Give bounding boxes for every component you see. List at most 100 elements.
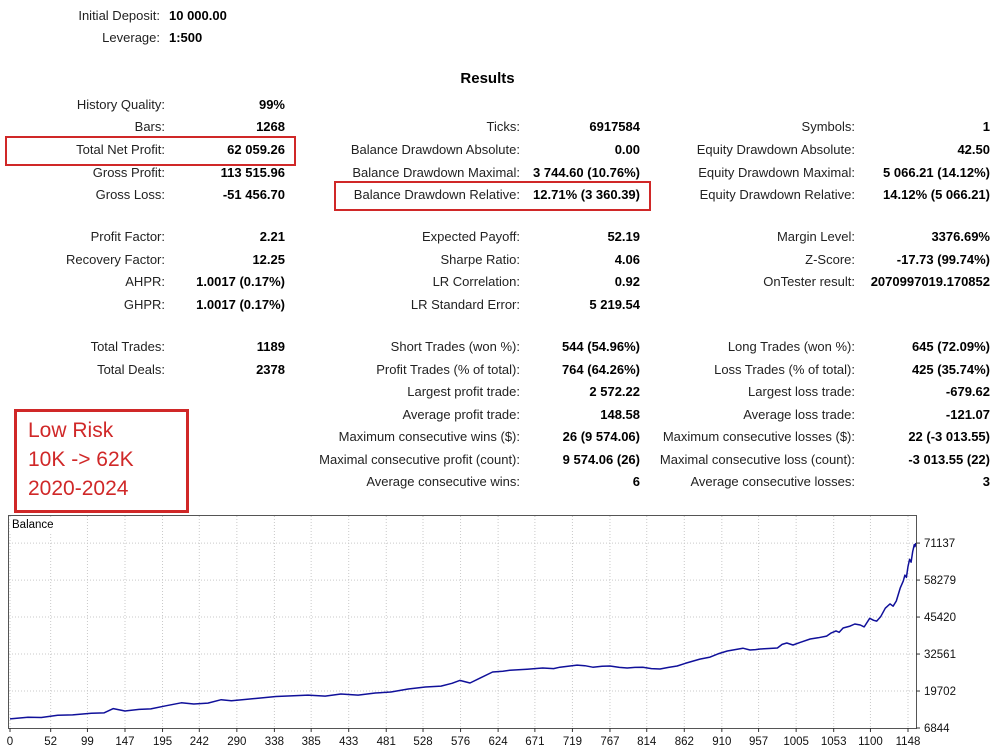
stat-value: 3 744.60 (10.76%) bbox=[533, 164, 640, 180]
y-tick-label: 19702 bbox=[924, 686, 956, 698]
stat-value: 1268 bbox=[256, 119, 285, 135]
stat-label: Average consecutive wins: bbox=[366, 474, 520, 490]
stat-value: 6917584 bbox=[589, 119, 640, 135]
x-tick-label: 99 bbox=[81, 736, 94, 748]
x-tick-label: 481 bbox=[377, 736, 396, 748]
stat-label: Balance Drawdown Absolute: bbox=[350, 141, 520, 157]
stat-value: -679.62 bbox=[945, 384, 990, 400]
stat-value: 6 bbox=[632, 474, 640, 490]
stat-value: 0.00 bbox=[614, 141, 640, 157]
x-tick-label: 671 bbox=[525, 736, 544, 748]
stat-row: AHPR: 1.0017 (0.17%) LR Correlation: 0.92 On… bbox=[0, 271, 990, 294]
stat-value: -121.07 bbox=[945, 406, 990, 422]
x-tick-label: 338 bbox=[265, 736, 284, 748]
x-tick-label: 624 bbox=[489, 736, 509, 748]
stat-row: Bars: 1268 Ticks: 6917584 Symbols: 1 bbox=[0, 116, 990, 139]
stat-value: 645 (72.09%) bbox=[911, 338, 990, 354]
y-tick-label: 71137 bbox=[924, 538, 955, 550]
leverage-label: Leverage: bbox=[102, 29, 160, 45]
stat-value: 148.58 bbox=[600, 406, 640, 422]
stat-value: 764 (64.26%) bbox=[561, 361, 640, 377]
x-tick-label: 528 bbox=[413, 736, 432, 748]
results-stats-grid: History Quality: 99% Bars: 1268 Ticks: 691758… bbox=[0, 93, 990, 493]
x-tick-label: 1148 bbox=[896, 736, 921, 748]
stat-value: 2 572.22 bbox=[589, 384, 640, 400]
stat-label: Balance Drawdown Maximal: bbox=[352, 164, 520, 180]
stat-value: 3376.69% bbox=[931, 229, 990, 245]
x-tick-label: 719 bbox=[563, 736, 582, 748]
x-tick-label: 1100 bbox=[858, 736, 883, 748]
stat-label: Margin Level: bbox=[776, 229, 855, 245]
stat-row: Gross Profit: 113 515.96 Balance Drawdown … bbox=[0, 161, 990, 184]
stat-label: Long Trades (won %): bbox=[727, 338, 855, 354]
stat-row: Total Net Profit: 62 059.26 Balance Drawdo… bbox=[0, 138, 990, 161]
initial-deposit-value: 10 000.00 bbox=[169, 7, 227, 23]
stat-value: 1189 bbox=[256, 338, 285, 354]
stat-value: -3 013.55 (22) bbox=[908, 451, 990, 467]
balance-line bbox=[9, 542, 917, 720]
stat-value: 4.06 bbox=[614, 251, 640, 267]
stat-label: Maximum consecutive losses ($): bbox=[662, 429, 855, 445]
plot-border bbox=[8, 515, 917, 729]
stat-value: 5 219.54 bbox=[589, 296, 640, 312]
initial-deposit-label: Initial Deposit: bbox=[78, 7, 160, 23]
balance-chart: 6844 19702 32561 45420 58279 71137 0 52 99 147 195… bbox=[0, 515, 1000, 751]
annotation-line-3: 2020-2024 bbox=[28, 476, 129, 500]
stat-value: 9 574.06 (26) bbox=[562, 451, 640, 467]
stat-value: 2378 bbox=[256, 361, 285, 377]
balance-chart-svg: 6844 19702 32561 45420 58279 71137 0 52 99 147 195… bbox=[7, 515, 956, 748]
stat-value: -51 456.70 bbox=[222, 187, 285, 203]
stat-label: Symbols: bbox=[801, 119, 855, 135]
stat-value: 425 (35.74%) bbox=[911, 361, 990, 377]
stat-value: 0.92 bbox=[614, 274, 640, 290]
initial-deposit-row: Initial Deposit: 10 000.00 bbox=[0, 4, 227, 26]
stat-value: 14.12% (5 066.21) bbox=[883, 187, 990, 203]
y-tick-label: 45420 bbox=[924, 612, 956, 624]
stat-row: Maximum consecutive wins ($): 26 (9 574.0… bbox=[0, 426, 990, 449]
stat-value: 1 bbox=[982, 119, 990, 135]
stat-row: Maximal consecutive profit (count): 9 574… bbox=[0, 448, 990, 471]
stat-row: GHPR: 1.0017 (0.17%) LR Standard Error: 5 2… bbox=[0, 293, 990, 316]
x-tick-label: 767 bbox=[600, 736, 619, 748]
account-summary: Initial Deposit: 10 000.00 Leverage: 1:5… bbox=[0, 4, 227, 48]
results-title: Results bbox=[460, 70, 515, 87]
stat-label: Gross Loss: bbox=[95, 187, 165, 203]
stat-label: Average loss trade: bbox=[743, 406, 855, 422]
stat-label: Total Net Profit: bbox=[76, 141, 165, 157]
x-tick-label: 290 bbox=[227, 736, 246, 748]
stat-label: LR Correlation: bbox=[432, 274, 520, 290]
stat-value: 544 (54.96%) bbox=[561, 338, 640, 354]
stat-value: 113 515.96 bbox=[220, 164, 285, 180]
stat-value: 2.21 bbox=[259, 229, 285, 245]
stat-label: Bars: bbox=[134, 119, 165, 135]
stat-value: 3 bbox=[982, 474, 990, 490]
stat-label: Recovery Factor: bbox=[66, 251, 165, 267]
x-tick-label: 0 bbox=[7, 736, 13, 748]
y-tick-label: 32561 bbox=[924, 649, 956, 661]
stat-value: 1.0017 (0.17%) bbox=[196, 274, 285, 290]
stat-label: LR Standard Error: bbox=[410, 296, 520, 312]
stat-label: Maximal consecutive loss (count): bbox=[659, 451, 855, 467]
stat-label: Maximal consecutive profit (count): bbox=[319, 451, 520, 467]
stat-value: 62 059.26 bbox=[227, 141, 285, 157]
series-label: Balance bbox=[12, 519, 54, 531]
stat-label: Average consecutive losses: bbox=[690, 474, 855, 490]
stat-label: Z-Score: bbox=[805, 251, 855, 267]
y-tick-label: 58279 bbox=[924, 575, 956, 587]
stat-label: Ticks: bbox=[486, 119, 520, 135]
stat-label: Expected Payoff: bbox=[421, 229, 520, 245]
stat-value: 22 (-3 013.55) bbox=[908, 429, 990, 445]
stat-value: 26 (9 574.06) bbox=[562, 429, 640, 445]
stat-label: Equity Drawdown Relative: bbox=[699, 187, 855, 203]
annotation-line-2: 10K -> 62K bbox=[28, 447, 134, 471]
stat-label: Total Trades: bbox=[90, 338, 165, 354]
stat-row: Average profit trade: 148.58 Average loss … bbox=[0, 403, 990, 426]
stat-row: Gross Loss: -51 456.70 Balance Drawdown Re… bbox=[0, 183, 990, 206]
stat-value: 5 066.21 (14.12%) bbox=[883, 164, 990, 180]
stat-label: Maximum consecutive wins ($): bbox=[338, 429, 520, 445]
stat-row: Largest profit trade: 2 572.22 Largest los… bbox=[0, 380, 990, 403]
x-tick-label: 1005 bbox=[783, 736, 809, 748]
stat-row: Profit Factor: 2.21 Expected Payoff: 52.19 M… bbox=[0, 225, 990, 248]
stat-label: Profit Trades (% of total): bbox=[376, 361, 520, 377]
